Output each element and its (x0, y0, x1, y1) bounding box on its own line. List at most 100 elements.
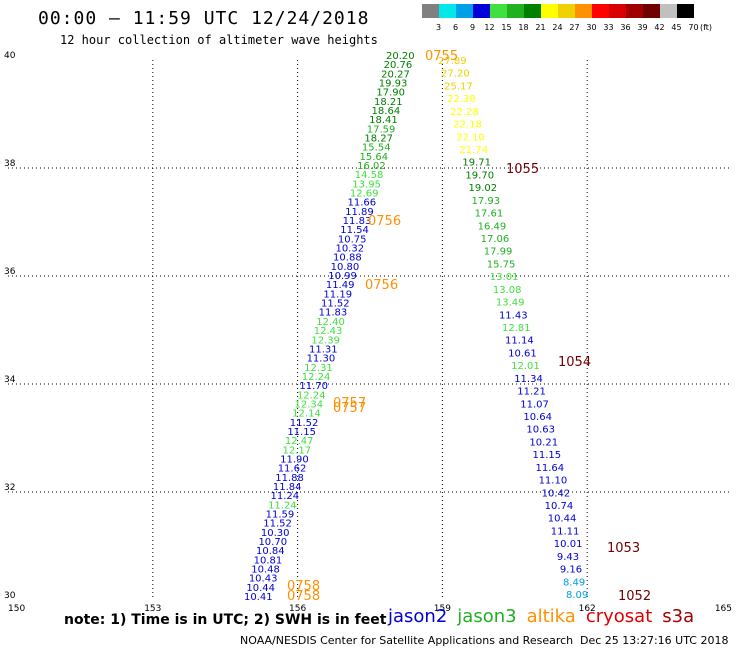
pass-time-label: 0758 (287, 579, 320, 594)
latitude-tick-label: 36 (4, 267, 16, 277)
satellite-legend: jason2 jason3 altika cryosat s3a (388, 606, 704, 627)
wave-height-value: 11.49 (326, 280, 355, 291)
wave-height-value: 11.15 (532, 450, 561, 461)
color-scale-swatch (660, 4, 677, 18)
wave-height-value: 10.43 (249, 574, 278, 585)
wave-height-value: 22.18 (453, 120, 482, 131)
pass-time-label: 0756 (365, 278, 398, 293)
color-scale-swatch (490, 4, 507, 18)
wave-height-value: 11.89 (345, 207, 374, 218)
wave-height-value: 11.19 (323, 289, 352, 300)
map-note: note: 1) Time is in UTC; 2) SWH is in fe… (64, 612, 387, 628)
wave-height-value: 11.52 (321, 299, 350, 310)
wave-height-value: 18.21 (374, 97, 403, 108)
wave-height-value: 12.40 (316, 317, 345, 328)
color-scale-swatch (609, 4, 626, 18)
color-scale-label: 18 (518, 23, 529, 32)
pass-time-label: 1053 (607, 541, 640, 556)
wave-height-value: 11.24 (268, 500, 297, 511)
wave-height-value: 10.21 (529, 437, 558, 448)
map-axis-ticks: 150 153 156 159 162 165 30 32 34 36 38 40 (4, 51, 732, 614)
longitude-tick-label: 153 (144, 604, 161, 614)
legend-item-s3a: s3a (662, 606, 695, 627)
wave-height-value: 10.84 (256, 546, 285, 557)
wave-height-value: 12.24 (297, 390, 326, 401)
wave-height-value: 27.89 (438, 56, 467, 67)
wave-height-value: 21.74 (459, 145, 488, 156)
pass-time-label: 0757 (333, 401, 366, 416)
wave-height-value: 11.10 (539, 476, 568, 487)
map-grid (8, 60, 732, 600)
wave-height-value: 10.61 (508, 348, 537, 359)
color-scale-label: 39 (637, 23, 648, 32)
color-scale-label: 3 (435, 23, 442, 32)
wave-height-value: 17.93 (472, 196, 501, 207)
color-scale-label: 42 (654, 23, 665, 32)
latitude-tick-label: 40 (4, 51, 16, 61)
color-scale-label: 27 (569, 23, 580, 32)
longitude-tick-label: 150 (8, 604, 25, 614)
wave-height-value: 17.06 (481, 234, 510, 245)
map-subtitle: 12 hour collection of altimeter wave hei… (60, 33, 378, 47)
longitude-tick-label: 156 (289, 604, 306, 614)
wave-height-value: 11.70 (299, 381, 328, 392)
wave-height-value: 12.43 (314, 326, 343, 337)
color-scale-swatch (422, 4, 439, 18)
wave-height-value: 25.17 (444, 81, 473, 92)
wave-height-value: 11.64 (536, 463, 565, 474)
wave-height-value: 12.34 (295, 399, 324, 410)
wave-height-value: 12.31 (304, 363, 333, 374)
longitude-tick-label: 162 (579, 604, 596, 614)
wave-height-value: 17.99 (484, 247, 513, 258)
wave-height-value: 19.70 (465, 170, 494, 181)
wave-height-value: 8.49 (563, 577, 585, 588)
pass-time-label: 0755 (425, 49, 458, 64)
wave-height-value: 14.58 (355, 170, 384, 181)
wave-height-value: 17.59 (367, 124, 396, 135)
wave-height-value: 12.14 (292, 409, 321, 420)
wave-height-value: 15.75 (487, 259, 516, 270)
color-scale-unit: (ft) (699, 23, 713, 32)
color-scale-swatch (507, 4, 524, 18)
map-title: 00:00 – 11:59 UTC 12/24/2018 (38, 8, 370, 29)
color-scale-swatch (456, 4, 473, 18)
wave-height-value: 22.38 (447, 94, 476, 105)
color-scale-label: 45 (671, 23, 682, 32)
wave-height-value: 11.07 (520, 399, 549, 410)
legend-item-jason3: jason3 (457, 606, 517, 627)
legend-item-jason2: jason2 (388, 606, 448, 627)
wave-height-value: 13.95 (352, 179, 381, 190)
wave-height-value: 10.01 (554, 539, 583, 550)
pass-time-label: 1052 (618, 589, 651, 604)
wave-height-value: 11.83 (319, 308, 348, 319)
wave-height-value: 10.99 (328, 271, 357, 282)
wave-height-value: 11.21 (517, 387, 546, 398)
wave-height-value: 12.24 (302, 372, 331, 383)
wave-height-value: 11.14 (505, 336, 534, 347)
wave-height-value: 13.01 (490, 272, 519, 283)
color-scale-swatch (677, 4, 694, 18)
wave-height-value: 11.43 (499, 310, 528, 321)
legend-item-altika: altika (526, 606, 576, 627)
wave-height-value: 18.27 (364, 134, 393, 145)
wave-height-value: 11.59 (266, 509, 295, 520)
wave-height-value: 10.70 (258, 537, 287, 548)
wave-height-value: 19.02 (468, 183, 497, 194)
longitude-tick-label: 159 (434, 604, 451, 614)
wave-height-value: 10.30 (261, 528, 290, 539)
legend-item-cryosat: cryosat (585, 606, 653, 627)
wave-height-value: 10.80 (331, 262, 360, 273)
color-scale-swatch (626, 4, 643, 18)
color-scale-label: 33 (603, 23, 614, 32)
color-scale-label: 15 (501, 23, 512, 32)
wave-height-value: 11.52 (290, 418, 319, 429)
wave-height-value: 12.01 (511, 361, 540, 372)
wave-height-value: 10.88 (333, 253, 362, 264)
color-scale-swatch (473, 4, 490, 18)
color-scale-label: 24 (552, 23, 563, 32)
wave-height-value: 10.74 (545, 501, 574, 512)
wave-height-value: 11.11 (551, 526, 580, 537)
color-scale-label: 30 (586, 23, 597, 32)
wave-height-value: 17.61 (475, 209, 504, 220)
